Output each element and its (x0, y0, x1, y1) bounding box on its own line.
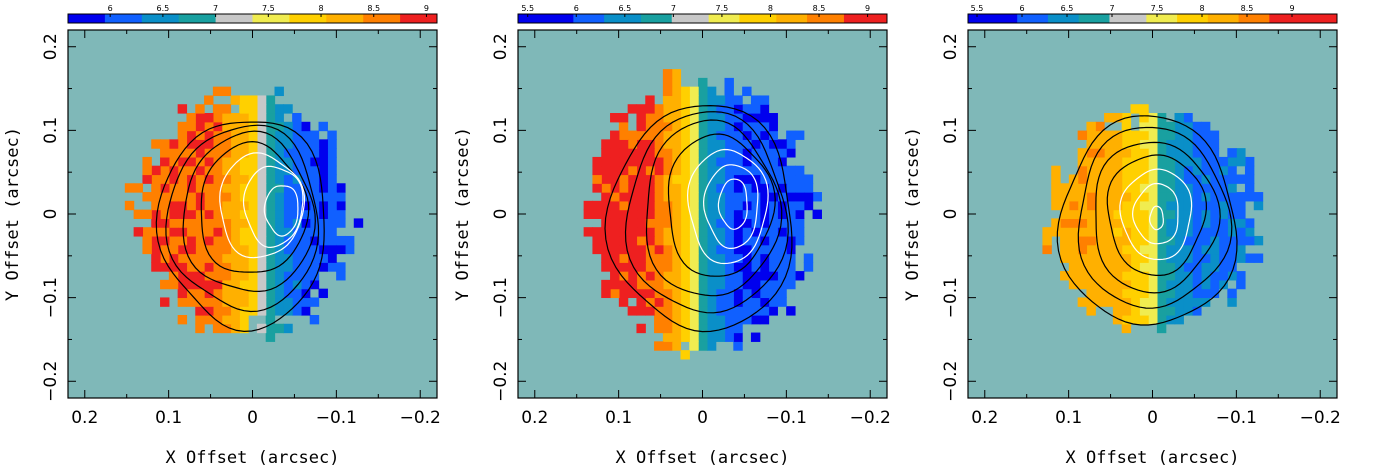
colorbar-tick-label: 5.5 (971, 4, 984, 13)
x-tick-label: −0.2 (850, 408, 891, 428)
x-axis-label: X Offset (arcsec) (616, 448, 790, 468)
ticks (68, 30, 437, 398)
colorbar-tick-label: 8.5 (813, 4, 826, 13)
velocity-map (1042, 104, 1264, 334)
x-tick-label: 0.1 (155, 408, 182, 428)
colorbar: 5.5 6 6.5 7 7.5 8 8.5 9 (517, 4, 888, 24)
x-tick-label: −0.1 (316, 408, 357, 428)
x-tick-label: −0.1 (1216, 408, 1257, 428)
y-tick-label: 0.1 (491, 117, 511, 144)
colorbar-tick-label: 8.5 (1241, 4, 1254, 13)
x-tick-label: 0.2 (971, 408, 998, 428)
x-tick-label: 0 (697, 408, 708, 428)
contour-level-3 (645, 119, 783, 297)
y-tick-label: 0 (41, 209, 61, 220)
x-tick-label: 0.2 (71, 408, 98, 428)
colorbar-tick-label: 8 (768, 4, 773, 13)
colorbar-tick-label: 9 (1289, 4, 1294, 13)
colorbar-tick-label: 7.5 (262, 4, 275, 13)
y-tick-label: 0 (491, 209, 511, 220)
colorbar-tick-label: 6 (108, 4, 113, 13)
colorbar-tick-label: 6.5 (1061, 4, 1074, 13)
ticks (518, 30, 887, 398)
y-tick-label: 0.1 (941, 117, 961, 144)
contour-level-4 (1106, 154, 1208, 276)
x-tick-label: 0.2 (521, 408, 548, 428)
contour-level-2 (624, 111, 789, 314)
contour-level-6 (702, 164, 759, 249)
contour-level-6 (1131, 182, 1179, 245)
y-axis-label: Y Offset (arcsec) (903, 127, 923, 301)
contour-level-5 (686, 148, 769, 265)
colorbar-tick-label: 6 (1019, 4, 1024, 13)
contour-level-4 (667, 133, 776, 277)
x-tick-label: 0 (247, 408, 258, 428)
contour-level-7 (717, 178, 748, 230)
contour-level-1 (155, 121, 325, 333)
panel-2: 0.2 0.1 0 −0.1 −0.2 −0.2 −0.1 0 0.1 0.2 X Offset (… (453, 4, 891, 468)
x-tick-label: 0 (1147, 408, 1158, 428)
y-tick-label: −0.2 (941, 361, 961, 402)
y-tick-label: −0.1 (41, 277, 61, 318)
ticks (968, 30, 1337, 398)
colorbar: 5.5 6 6.5 7 7.5 8 8.5 9 (967, 4, 1338, 24)
contour-level-6 (242, 165, 304, 249)
colorbar-tick-label: 5.5 (521, 4, 534, 13)
y-tick-label: −0.1 (941, 277, 961, 318)
colorbar-tick-label: 7 (671, 4, 676, 13)
contour-level-3 (1095, 141, 1221, 294)
contour-level-7 (1149, 205, 1164, 231)
colorbar-tick-label: 8.5 (367, 4, 380, 13)
colorbar-tick-label: 6.5 (157, 4, 170, 13)
panel-3: 0.2 0.1 0 −0.1 −0.2 −0.2 −0.1 0 0.1 0.2 X Offset (… (903, 4, 1341, 468)
colorbar-tick-label: 9 (424, 4, 429, 13)
panel-1: 0.2 0.1 0 −0.1 −0.2 −0.2 −0.1 0 0.1 0.2 X Offset (… (3, 4, 441, 468)
contour-level-2 (165, 124, 320, 313)
colorbar-tick-label: 6.5 (618, 4, 631, 13)
y-tick-label: 0.2 (41, 33, 61, 60)
colorbar-tick-label: 7 (1109, 4, 1114, 13)
x-tick-label: 0.1 (1055, 408, 1082, 428)
y-tick-label: 0.1 (41, 117, 61, 144)
colorbar-tick-label: 6 (574, 4, 579, 13)
contour-level-1 (1056, 115, 1238, 326)
contour-level-5 (219, 152, 306, 259)
contour-level-5 (1119, 168, 1193, 261)
colorbar-tick-label: 8 (1199, 4, 1204, 13)
colorbar-tick-label: 7 (213, 4, 218, 13)
y-axis-label: Y Offset (arcsec) (453, 127, 473, 301)
colorbar: 6 6.5 7 7.5 8 8.5 9 (67, 4, 438, 24)
y-axis-label: Y Offset (arcsec) (3, 127, 23, 301)
y-tick-label: −0.1 (491, 277, 511, 318)
y-tick-label: 0.2 (941, 33, 961, 60)
x-tick-label: −0.1 (766, 408, 807, 428)
velocity-map (583, 69, 822, 360)
x-axis-label: X Offset (arcsec) (1066, 448, 1240, 468)
contour-level-4 (200, 140, 310, 273)
y-tick-label: 0.2 (491, 33, 511, 60)
x-axis-label: X Offset (arcsec) (166, 448, 340, 468)
y-tick-label: 0 (941, 209, 961, 220)
contour-level-7 (263, 185, 299, 237)
x-tick-label: −0.2 (1300, 408, 1341, 428)
colorbar-tick-label: 7.5 (716, 4, 729, 13)
contour-level-2 (1077, 126, 1233, 309)
x-tick-label: 0.1 (605, 408, 632, 428)
contour-level-1 (604, 104, 793, 333)
colorbar-tick-label: 7.5 (1151, 4, 1164, 13)
colorbar-tick-label: 9 (865, 4, 870, 13)
x-tick-label: −0.2 (400, 408, 441, 428)
colorbar-tick-label: 8 (318, 4, 323, 13)
y-tick-label: −0.2 (41, 361, 61, 402)
y-tick-label: −0.2 (491, 361, 511, 402)
contour-level-3 (182, 130, 316, 293)
